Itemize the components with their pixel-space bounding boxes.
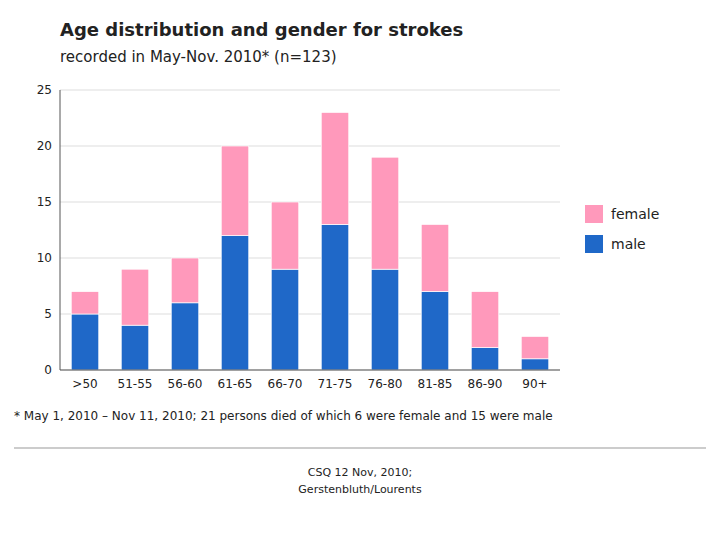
- x-axis-line: [60, 370, 560, 371]
- bar: [521, 359, 549, 370]
- y-tick-label: 5: [44, 307, 52, 321]
- legend-swatch: [585, 205, 603, 223]
- bar: [471, 348, 499, 370]
- bar: [221, 146, 249, 236]
- bar: [121, 325, 149, 370]
- y-tick-label: 15: [37, 195, 52, 209]
- bar: [421, 292, 449, 370]
- bar: [71, 314, 99, 370]
- bar: [321, 224, 349, 370]
- bar: [221, 236, 249, 370]
- chart: Age distribution and gender for strokes r…: [0, 0, 720, 540]
- x-tick-label: 51-55: [118, 377, 153, 391]
- bar: [171, 303, 199, 370]
- y-tick-label: 0: [44, 363, 52, 377]
- x-tick-label: 56-60: [168, 377, 203, 391]
- divider: [14, 448, 706, 449]
- grid-line: [60, 90, 560, 91]
- grid-line: [60, 146, 560, 147]
- title: Age distribution and gender for strokes: [60, 19, 463, 40]
- y-axis-line: [60, 90, 61, 370]
- x-tick-label: 66-70: [268, 377, 303, 391]
- bar: [121, 269, 149, 325]
- credit: CSQ 12 Nov, 2010;: [308, 466, 412, 479]
- x-tick-label: 90+: [522, 377, 547, 391]
- grid-line: [60, 258, 560, 259]
- x-tick-label: 81-85: [418, 377, 453, 391]
- legend-entry: male: [611, 236, 646, 252]
- bar: [421, 224, 449, 291]
- legend: female male: [585, 205, 659, 253]
- grid: [60, 90, 560, 370]
- bar: [321, 112, 349, 224]
- bar: [521, 336, 549, 358]
- credit: Gerstenbluth/Lourents: [298, 483, 422, 496]
- y-tick-label: 25: [37, 83, 52, 97]
- bar: [171, 258, 199, 303]
- legend-entry: female: [611, 206, 659, 222]
- bar: [371, 157, 399, 269]
- x-tick-label: 61-65: [218, 377, 253, 391]
- x-tick-label: >50: [72, 377, 97, 391]
- subtitle: recorded in May-Nov. 2010* (n=123): [60, 48, 337, 66]
- grid-line: [60, 370, 560, 371]
- legend-swatch: [585, 235, 603, 253]
- x-tick-label: 76-80: [368, 377, 403, 391]
- bar: [271, 269, 299, 370]
- footnote: * May 1, 2010 – Nov 11, 2010; 21 persons…: [14, 409, 553, 423]
- bar: [471, 292, 499, 348]
- bar: [271, 202, 299, 269]
- bar: [71, 292, 99, 314]
- grid-line: [60, 202, 560, 203]
- bars: [71, 112, 549, 370]
- y-tick-label: 20: [37, 139, 52, 153]
- y-tick-label: 10: [37, 251, 52, 265]
- bar: [371, 269, 399, 370]
- x-tick-label: 86-90: [468, 377, 503, 391]
- x-tick-label: 71-75: [318, 377, 353, 391]
